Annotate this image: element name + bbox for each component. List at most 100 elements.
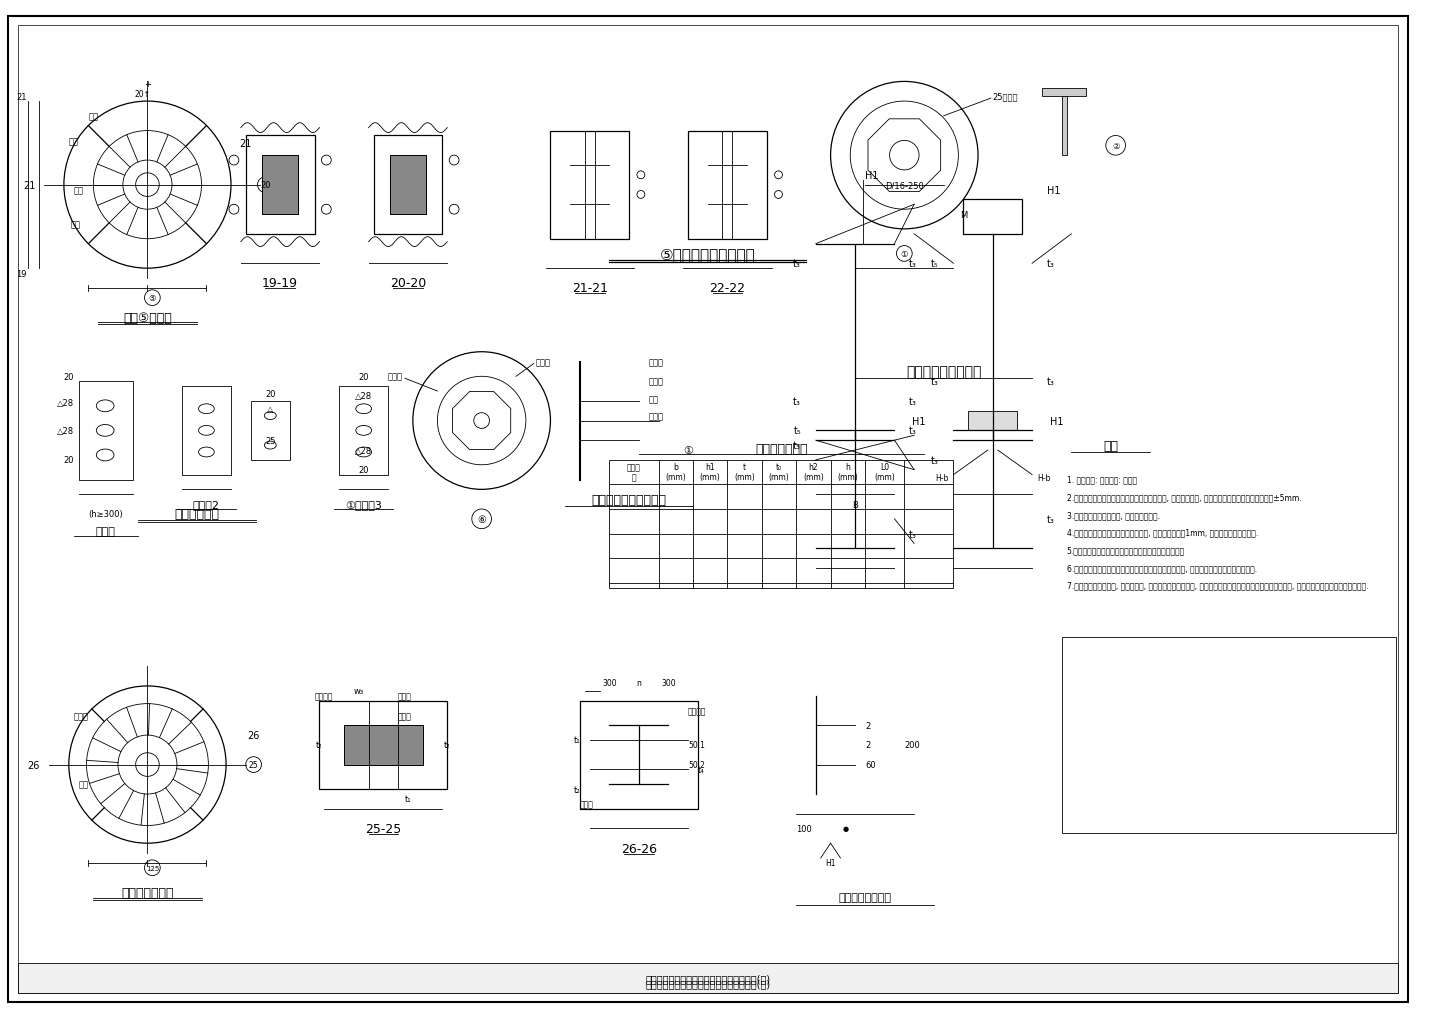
Text: 电子某单位地址内的大型管柱节点构造详图(一): 电子某单位地址内的大型管柱节点构造详图(一) [645, 978, 770, 987]
Text: 电子某单位地址内的大型管柱节点构造详图(一): 电子某单位地址内的大型管柱节点构造详图(一) [645, 973, 770, 983]
Text: 20: 20 [261, 181, 271, 190]
Text: 加劲肋示意图: 加劲肋示意图 [174, 507, 219, 521]
Text: t₃: t₃ [1047, 515, 1054, 525]
Text: 26-26: 26-26 [621, 842, 657, 855]
Text: 21: 21 [239, 139, 252, 149]
Bar [390, 156, 426, 215]
Text: h1
(mm): h1 (mm) [700, 463, 720, 482]
Text: t₃: t₃ [909, 259, 917, 269]
Text: 柱顶接头俯视图: 柱顶接头俯视图 [121, 886, 174, 899]
Text: H-b: H-b [935, 474, 949, 483]
Bar [246, 137, 314, 234]
Text: H1: H1 [913, 416, 926, 426]
Text: t₄: t₄ [698, 765, 704, 774]
Text: 盖板: 盖板 [78, 780, 88, 789]
Text: t₂: t₂ [317, 741, 323, 750]
Text: 牛腿顶板: 牛腿顶板 [688, 706, 707, 715]
Text: L0
(mm): L0 (mm) [874, 463, 896, 482]
Bar [344, 726, 423, 765]
Text: 牛腿对接焊接大样: 牛腿对接焊接大样 [838, 893, 891, 903]
Text: 25厚隔板: 25厚隔板 [992, 93, 1018, 102]
Text: 外接牛腿型式大样图: 外接牛腿型式大样图 [906, 365, 981, 379]
Text: ⑤: ⑤ [148, 293, 156, 303]
Bar [320, 701, 448, 790]
Bar [251, 401, 289, 461]
Text: t₃: t₃ [930, 455, 939, 466]
Text: 混凝土: 混凝土 [397, 692, 412, 701]
Bar [1061, 97, 1067, 156]
Text: +: + [144, 79, 151, 89]
Text: ②: ② [1112, 142, 1119, 151]
Bar [373, 137, 442, 234]
Text: t₃: t₃ [930, 377, 939, 387]
Bar [688, 131, 766, 239]
Text: 加劲肋2: 加劲肋2 [193, 499, 220, 510]
Text: 21-21: 21-21 [572, 282, 608, 296]
Text: 20-20: 20-20 [390, 277, 426, 290]
Text: 20: 20 [359, 466, 369, 475]
Text: 外环板: 外环板 [397, 711, 412, 720]
Text: ①加劲肋3: ①加劲肋3 [346, 499, 382, 510]
Text: 5.牛腿细图以根据现有竖面加固接缝大样图加以做好基本: 5.牛腿细图以根据现有竖面加固接缝大样图加以做好基本 [1067, 546, 1185, 554]
Text: 300: 300 [602, 679, 616, 688]
Text: 盖板: 盖板 [649, 395, 658, 404]
Text: 22-22: 22-22 [710, 282, 746, 296]
Text: 26: 26 [248, 731, 261, 741]
Text: 1. 钢材使用: 焊条类型: 焊丝用: 1. 钢材使用: 焊条类型: 焊丝用 [1067, 475, 1136, 484]
Text: 20↑: 20↑ [134, 90, 151, 99]
Text: 25: 25 [249, 760, 258, 769]
Text: △28: △28 [56, 399, 73, 408]
Text: t₀
(mm): t₀ (mm) [769, 463, 789, 482]
Text: 100: 100 [796, 824, 812, 834]
Text: 60: 60 [865, 760, 876, 769]
Text: t₃: t₃ [1047, 259, 1054, 269]
Text: 200: 200 [904, 741, 920, 750]
Text: 7.由于工程梁过类繁多, 分割免责图, 施工单位首先基本钢材, 以应对尺寸图上由牛腿相关型式以及标高基本, 且外箱形如骨架始经还比才能施工.: 7.由于工程梁过类繁多, 分割免责图, 施工单位首先基本钢材, 以应对尺寸图上由… [1067, 581, 1368, 590]
Text: t₃: t₃ [793, 440, 801, 450]
Text: t₃: t₃ [909, 529, 917, 539]
Text: 50.2: 50.2 [688, 760, 706, 769]
Bar [338, 387, 389, 475]
Bar [609, 461, 953, 588]
Text: 6.焊接接缝上以各朝刚柔度处骨面部骨做完及维持不包括, 如果过来面子方来拉好骨格终点.: 6.焊接接缝上以各朝刚柔度处骨面部骨做完及维持不包括, 如果过来面子方来拉好骨格… [1067, 564, 1257, 573]
Text: △28: △28 [56, 426, 73, 435]
Text: H1: H1 [825, 859, 835, 867]
Text: t₅: t₅ [932, 259, 939, 269]
Text: t₅: t₅ [793, 426, 801, 436]
Text: D/16-250: D/16-250 [886, 181, 923, 190]
Text: 3.牛腿焊接处须全部进行, 不得省略焊接缝.: 3.牛腿焊接处须全部进行, 不得省略焊接缝. [1067, 511, 1159, 520]
Bar [262, 156, 298, 215]
Text: 2: 2 [865, 741, 870, 750]
Text: 环板与钢管壁焊接大样: 环板与钢管壁焊接大样 [592, 493, 667, 506]
Text: △28: △28 [356, 446, 373, 455]
Text: 2.牛腿的位置对应一处一处牛腿平面图进行量测, 牛腿尺寸大小, 不干扰其位置但宽度各异不得超过±5mm.: 2.牛腿的位置对应一处一处牛腿平面图进行量测, 牛腿尺寸大小, 不干扰其位置但宽… [1067, 493, 1302, 501]
Text: 19: 19 [16, 269, 27, 278]
Text: 20: 20 [63, 455, 73, 465]
Text: 翼缘: 翼缘 [69, 137, 79, 146]
Text: ⑥: ⑥ [477, 515, 487, 525]
Bar [550, 131, 629, 239]
Text: 说明: 说明 [1103, 439, 1119, 452]
Text: 牛腿型
式: 牛腿型 式 [626, 463, 641, 482]
Text: 25-25: 25-25 [366, 822, 402, 836]
Bar [262, 156, 298, 215]
Text: t₃: t₃ [909, 396, 917, 407]
Text: 125: 125 [145, 865, 158, 871]
Text: h2
(mm): h2 (mm) [804, 463, 824, 482]
Bar [968, 412, 1017, 431]
Text: t₁: t₁ [405, 795, 412, 804]
Text: b
(mm): b (mm) [665, 463, 685, 482]
Text: 21: 21 [23, 180, 36, 191]
Bar [79, 382, 132, 480]
Text: t₃: t₃ [909, 426, 917, 436]
Text: 19-19: 19-19 [262, 277, 298, 290]
Text: 21: 21 [16, 93, 27, 102]
Text: ①: ① [900, 250, 909, 259]
Bar [1043, 90, 1086, 97]
Text: 节点⑤俯视图: 节点⑤俯视图 [122, 312, 171, 324]
Text: 牛腿截面尺寸表: 牛腿截面尺寸表 [755, 442, 808, 455]
Text: 钢柱头: 钢柱头 [73, 711, 88, 720]
Bar [390, 156, 426, 215]
Text: t₃: t₃ [1047, 377, 1054, 387]
Text: B: B [852, 500, 858, 510]
